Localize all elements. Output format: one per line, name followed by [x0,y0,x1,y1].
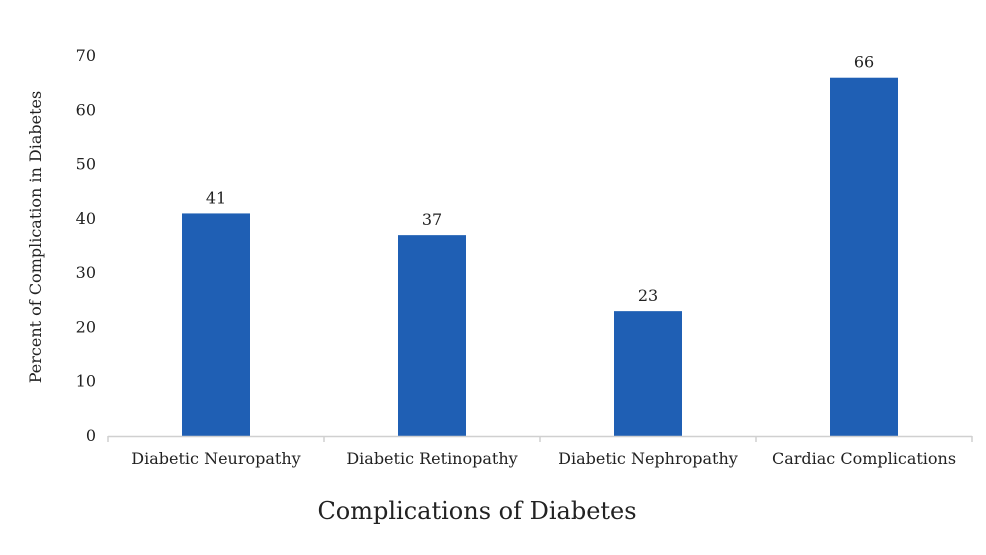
category-label: Diabetic Nephropathy [558,449,738,468]
category-label: Diabetic Retinopathy [346,449,517,468]
y-tick-label: 60 [76,100,96,119]
bar-diabetic-nephropathy [614,311,682,436]
x-axis-title: Complications of Diabetes [317,497,636,525]
y-tick-label: 40 [76,209,96,228]
data-label: 66 [854,53,874,72]
y-axis-ticks: 0 10 20 30 40 50 60 70 [76,46,96,445]
y-tick-label: 50 [76,155,96,174]
data-labels: 41 37 23 66 [206,53,874,305]
data-label: 37 [422,210,442,229]
bar-diabetic-neuropathy [182,213,250,436]
x-axis [107,435,973,442]
category-label: Diabetic Neuropathy [131,449,300,468]
y-axis-title: Percent of Complication in Diabetes [26,91,45,383]
y-tick-label: 30 [76,263,96,282]
bar-cardiac-complications [830,77,898,436]
bar-diabetic-retinopathy [398,235,466,436]
bars [182,77,898,436]
y-tick-label: 20 [76,317,96,336]
data-label: 23 [638,286,658,305]
y-tick-label: 10 [76,372,96,391]
category-labels: Diabetic Neuropathy Diabetic Retinopathy D… [131,449,956,468]
data-label: 41 [206,188,226,207]
category-label: Cardiac Complications [772,449,956,468]
y-tick-label: 70 [76,46,96,65]
y-tick-label: 0 [86,426,96,445]
